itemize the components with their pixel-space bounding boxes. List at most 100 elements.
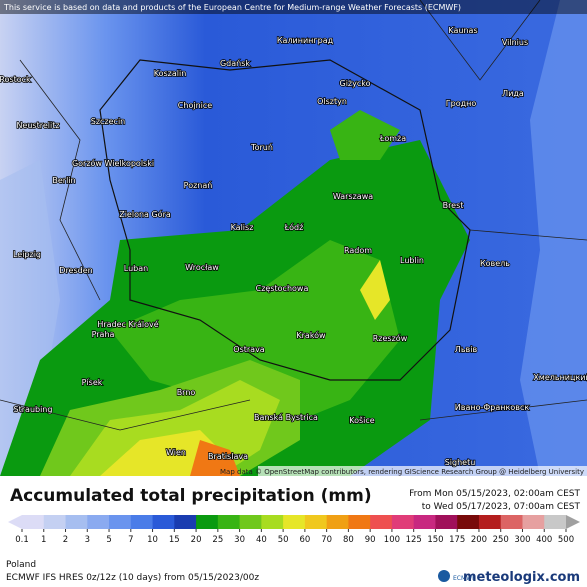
city-label: Chojnice (178, 101, 212, 110)
legend-level: 1 (41, 535, 46, 545)
legend-level: 80 (343, 535, 354, 545)
legend-swatch (413, 515, 436, 529)
legend-swatch (391, 515, 415, 529)
city-label: Berlin (52, 176, 75, 185)
city-label: Калининград (277, 36, 334, 45)
city-label: Straubing (14, 405, 53, 414)
colorbar: 0.1 1 2 3 5 7 10 15 20 25 30 40 50 60 70 80 90 100 125 150 1… (8, 515, 580, 545)
city-label: Leipzig (13, 250, 41, 259)
legend-swatch (109, 515, 132, 529)
city-label: Olsztyn (317, 97, 347, 106)
legend-swatch (43, 515, 67, 529)
city-label: Neustrelitz (16, 121, 59, 130)
city-label: Vilnius (502, 38, 528, 47)
legend-level: 60 (299, 535, 310, 545)
city-label: Radom (344, 246, 372, 255)
legend-level: 150 (427, 535, 443, 545)
legend-swatch (435, 515, 458, 529)
legend-swatch (239, 515, 262, 529)
city-label: Хмельницкий (533, 373, 587, 382)
legend-level: 15 (169, 535, 180, 545)
city-label: Hradec Králové (97, 319, 158, 329)
city-label: Luban (124, 264, 148, 273)
legend-swatch (304, 515, 328, 529)
city-label: Písek (82, 378, 103, 387)
legend-swatch (217, 515, 241, 529)
legend-swatch (130, 515, 154, 529)
legend-level: 125 (406, 535, 422, 545)
legend-swatch (196, 515, 219, 529)
city-label: Poznań (184, 181, 213, 190)
city-label: Dresden (59, 266, 92, 275)
legend-swatch (457, 515, 480, 529)
legend-level: 500 (558, 535, 574, 545)
legend-level: 50 (278, 535, 289, 545)
city-label: Szczecin (91, 117, 126, 126)
city-label: Гродно (446, 99, 477, 108)
legend-level: 175 (449, 535, 465, 545)
legend-level: 100 (384, 535, 400, 545)
ecmwf: ECMWF (453, 575, 476, 582)
legend-level: 300 (514, 535, 530, 545)
model: ECMWF IFS HRES 0z/12z (10 days) from 05/… (6, 573, 259, 583)
legend-swatch (283, 515, 306, 529)
legend-level: 7 (128, 535, 133, 545)
city-label: Toruń (250, 143, 273, 152)
legend-title: Accumulated total precipitation (mm) (10, 486, 372, 506)
city-label: Львів (455, 345, 478, 354)
legend-swatch (500, 515, 523, 529)
legend-level: 25 (212, 535, 223, 545)
brand: meteologix.com (463, 570, 580, 585)
legend-level: 2 (63, 535, 68, 545)
city-label: Praha (92, 330, 115, 339)
legend-swatch (478, 515, 502, 529)
legend-level: 250 (493, 535, 509, 545)
notice: This service is based on data and produc… (3, 3, 461, 12)
legend-level: 3 (85, 535, 90, 545)
legend-level: 30 (234, 535, 245, 545)
legend-from: From Mon 05/15/2023, 02:00am CEST (409, 489, 580, 499)
legend-level: 200 (471, 535, 487, 545)
city-label: Gorzów Wielkopolski (72, 158, 154, 168)
city-label: Kaunas (448, 26, 477, 35)
legend-level: 70 (321, 535, 332, 545)
city-label: Sighetu (445, 458, 476, 467)
city-label: Лида (502, 89, 524, 98)
city-label: Wien (166, 448, 186, 457)
legend-level: 400 (536, 535, 552, 545)
arrow-right (566, 515, 580, 529)
legend-level: 90 (365, 535, 376, 545)
map: This service is based on data and produc… (0, 0, 587, 476)
city-label: Košice (349, 415, 375, 425)
city-label: Częstochowa (256, 284, 309, 293)
city-label: Kraków (296, 330, 326, 340)
legend-swatch (348, 515, 371, 529)
city-label: Wrocław (185, 263, 219, 272)
legend-swatch (544, 515, 567, 529)
city-label: Ивано-Франковск (455, 403, 530, 412)
city-label: Giżycko (340, 79, 371, 88)
city-label: Lublin (400, 256, 424, 265)
legend: Accumulated total precipitation (mm) Fro… (8, 486, 581, 545)
city-label: Zielona Góra (119, 209, 171, 219)
city-label: Banská Bystrica (254, 413, 318, 422)
footer: Poland ECMWF IFS HRES 0z/12z (10 days) f… (6, 560, 580, 585)
legend-swatch (261, 515, 284, 529)
city-label: Łódź (284, 222, 304, 232)
city-label: Łomża (379, 134, 406, 143)
legend-to: to Wed 05/17/2023, 07:00am CEST (422, 502, 581, 512)
legend-level: 5 (106, 535, 111, 545)
city-label: Ковель (480, 259, 510, 268)
city-label: Warszawa (333, 192, 373, 201)
legend-swatch (152, 515, 175, 529)
attribution: Map data © OpenStreetMap contributors, r… (220, 468, 584, 476)
legend-level: 0.1 (15, 535, 29, 545)
city-label: Brest (443, 201, 464, 210)
city-label: Rzeszów (373, 333, 408, 343)
legend-swatch (22, 515, 45, 529)
ecmwf-logo (438, 570, 450, 582)
legend-level: 20 (191, 535, 202, 545)
legend-swatch (65, 515, 88, 529)
legend-level: 40 (256, 535, 267, 545)
arrow-left (8, 515, 22, 529)
